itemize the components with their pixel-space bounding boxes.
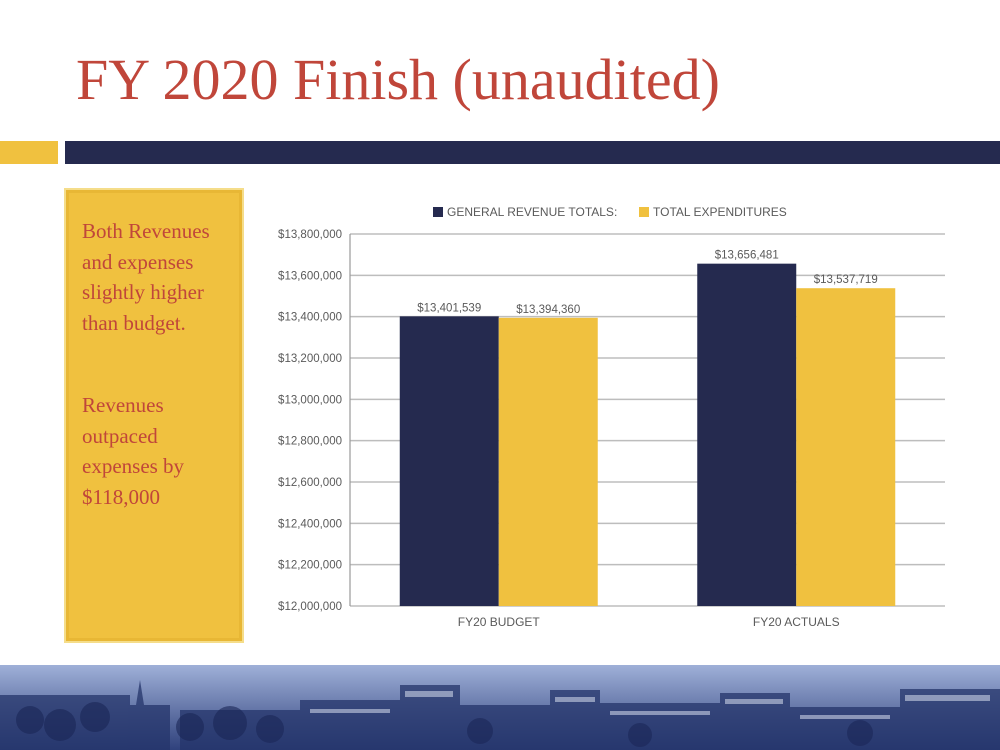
y-tick-label: $12,400,000 [278,518,342,530]
bar [697,263,797,606]
bar [498,317,598,606]
x-tick-label: FY20 ACTUALS [753,615,840,629]
y-tick-label: $13,200,000 [278,353,342,365]
y-tick-label: $12,600,000 [278,477,342,489]
y-tick-label: $13,400,000 [278,312,342,324]
data-label: $13,394,360 [516,304,580,316]
y-tick-label: $12,200,000 [278,560,342,572]
y-tick-label: $12,000,000 [278,601,342,613]
title-underline-bar [65,141,1000,164]
callout-paragraph-1: Both Revenues and expenses slightly high… [82,219,210,335]
callout-paragraph-2: Revenues outpaced expenses by $118,000 [82,393,185,509]
y-tick-label: $13,800,000 [278,229,342,241]
y-tick-label: $13,000,000 [278,394,342,406]
data-label: $13,537,719 [814,274,878,286]
accent-bar [0,141,58,164]
legend-label: TOTAL EXPENDITURES [653,205,787,219]
legend-swatch [639,207,649,217]
data-label: $13,401,539 [417,302,481,314]
legend-swatch [433,207,443,217]
bar-chart: $12,000,000 $12,200,000 $12,400,000 $12,600… [278,205,945,629]
bar [796,288,896,606]
slide-title: FY 2020 Finish (unaudited) [76,47,720,112]
city-skyline-image [0,665,1000,750]
y-tick-label: $12,800,000 [278,436,342,448]
legend-label: GENERAL REVENUE TOTALS: [447,205,617,219]
y-tick-label: $13,600,000 [278,270,342,282]
data-label: $13,656,481 [715,250,779,262]
bar [399,316,499,606]
x-tick-label: FY20 BUDGET [458,615,541,629]
summary-callout: Both Revenues and expenses slightly high… [64,188,244,643]
